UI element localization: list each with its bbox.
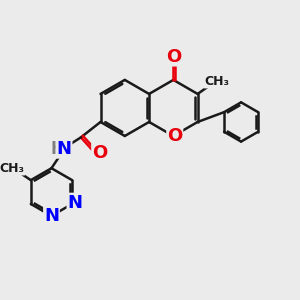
Text: O: O: [92, 144, 107, 162]
Text: N: N: [57, 140, 72, 158]
Text: N: N: [44, 207, 59, 225]
Text: CH₃: CH₃: [204, 75, 229, 88]
Text: CH₃: CH₃: [0, 162, 25, 175]
Text: O: O: [167, 127, 182, 145]
Text: O: O: [166, 48, 181, 66]
Text: N: N: [68, 194, 82, 211]
Text: H: H: [51, 140, 64, 158]
